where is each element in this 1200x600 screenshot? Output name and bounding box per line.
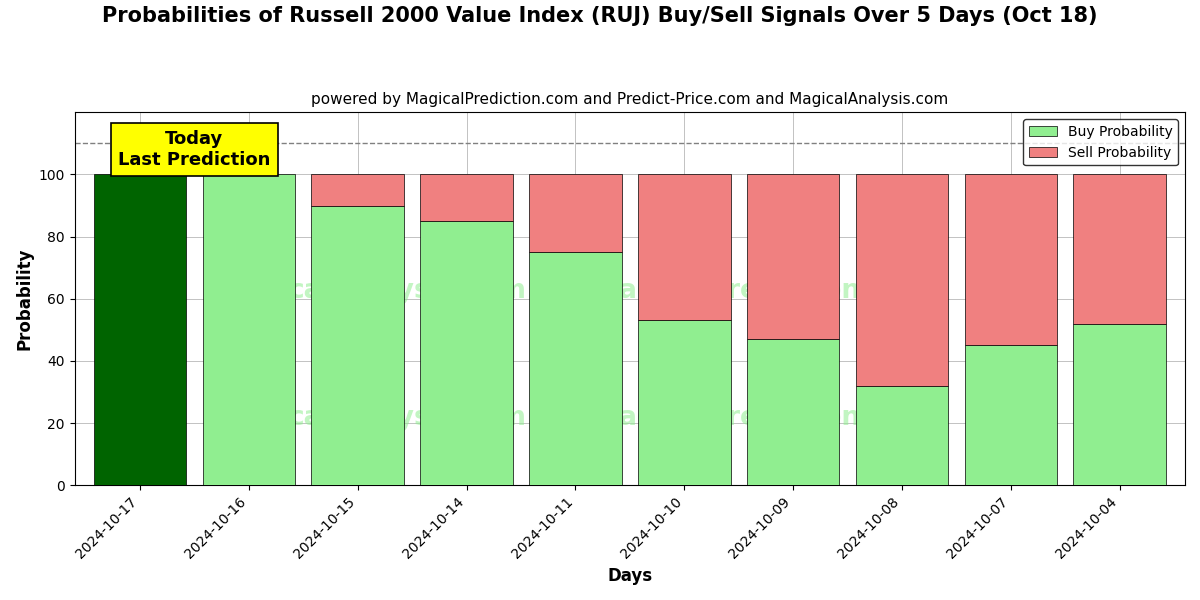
Legend: Buy Probability, Sell Probability: Buy Probability, Sell Probability <box>1024 119 1178 166</box>
Bar <box>746 339 839 485</box>
Text: Probabilities of Russell 2000 Value Index (RUJ) Buy/Sell Signals Over 5 Days (Oc: Probabilities of Russell 2000 Value Inde… <box>102 6 1098 26</box>
Bar <box>1074 175 1166 323</box>
Bar <box>529 252 622 485</box>
Bar <box>312 175 404 206</box>
Y-axis label: Probability: Probability <box>16 247 34 350</box>
Title: powered by MagicalPrediction.com and Predict-Price.com and MagicalAnalysis.com: powered by MagicalPrediction.com and Pre… <box>311 92 948 107</box>
Bar <box>203 175 295 485</box>
Bar <box>638 175 731 320</box>
Bar <box>1074 323 1166 485</box>
Text: Today
Last Prediction: Today Last Prediction <box>119 130 270 169</box>
Bar <box>965 175 1057 346</box>
Bar <box>312 206 404 485</box>
Bar <box>529 175 622 252</box>
Bar <box>965 346 1057 485</box>
Bar <box>420 175 512 221</box>
X-axis label: Days: Days <box>607 567 653 585</box>
Bar <box>420 221 512 485</box>
Text: MagicalPrediction.com: MagicalPrediction.com <box>594 278 932 304</box>
Text: calAnalysis.com: calAnalysis.com <box>289 278 527 304</box>
Text: MagicalPrediction.com: MagicalPrediction.com <box>594 405 932 431</box>
Text: calAnalysis.com: calAnalysis.com <box>289 405 527 431</box>
Bar <box>746 175 839 339</box>
Bar <box>856 175 948 386</box>
Bar <box>638 320 731 485</box>
Bar <box>856 386 948 485</box>
Bar <box>94 175 186 485</box>
